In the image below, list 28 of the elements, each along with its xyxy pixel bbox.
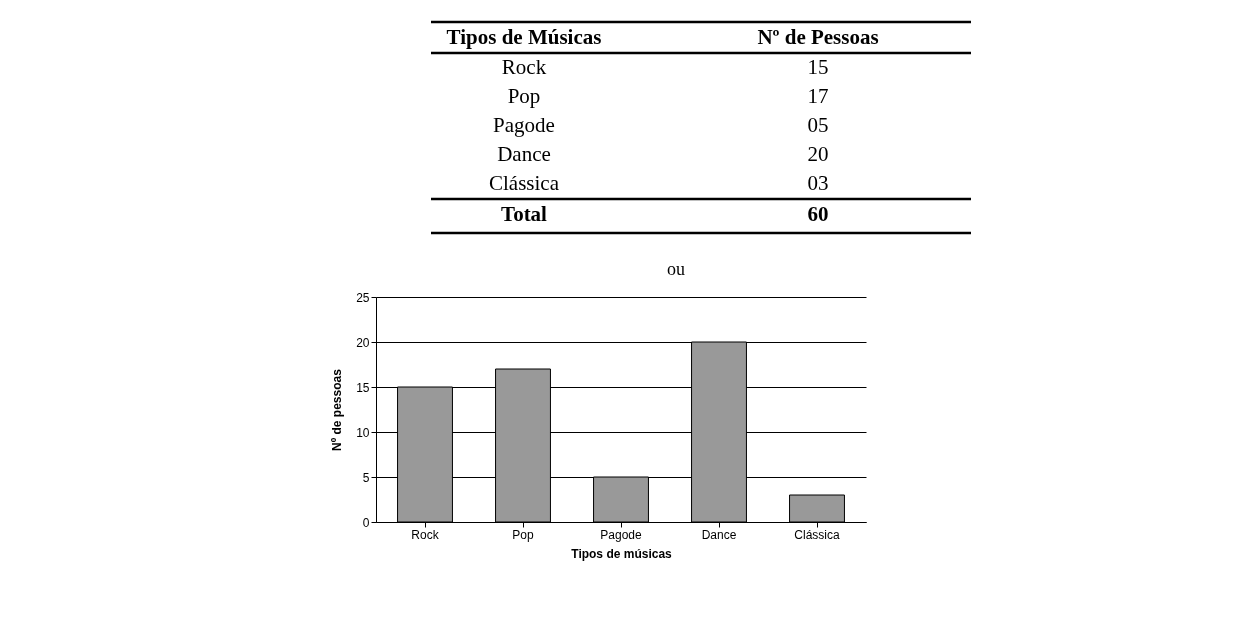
y-tick-label: 25 (356, 290, 370, 305)
x-tick-label: Dance (701, 527, 737, 542)
x-tick-label: Pop (512, 527, 534, 542)
text: Tipos de Músicas (446, 25, 602, 49)
category-label: Pagode (493, 113, 555, 137)
y-axis-title: Nº de pessoas (330, 368, 345, 451)
y-tick-label: 10 (356, 425, 370, 440)
text: 15 (807, 55, 829, 79)
x-axis-title: Tipos de músicas (571, 546, 673, 561)
text: 03 (807, 171, 829, 195)
x-tick-label: Rock (411, 527, 440, 542)
text: 60 (807, 202, 829, 226)
y-tick-label: 5 (362, 470, 370, 485)
text: 17 (807, 84, 829, 108)
y-tick-label: 15 (356, 380, 370, 395)
text: Total (501, 202, 548, 226)
y-tick-label: 20 (356, 335, 370, 350)
text: Nº de Pessoas (757, 25, 879, 49)
text: 05 (807, 113, 829, 137)
category-label: Rock (501, 55, 547, 79)
text: 20 (807, 142, 829, 166)
x-tick-label: Pagode (600, 527, 643, 542)
category-label: Dance (497, 142, 551, 166)
category-label: Pop (507, 84, 541, 108)
category-label: Clássica (489, 171, 559, 195)
x-tick-label: Clássica (794, 527, 840, 542)
text: ou (667, 259, 685, 279)
y-tick-label: 0 (362, 515, 370, 530)
